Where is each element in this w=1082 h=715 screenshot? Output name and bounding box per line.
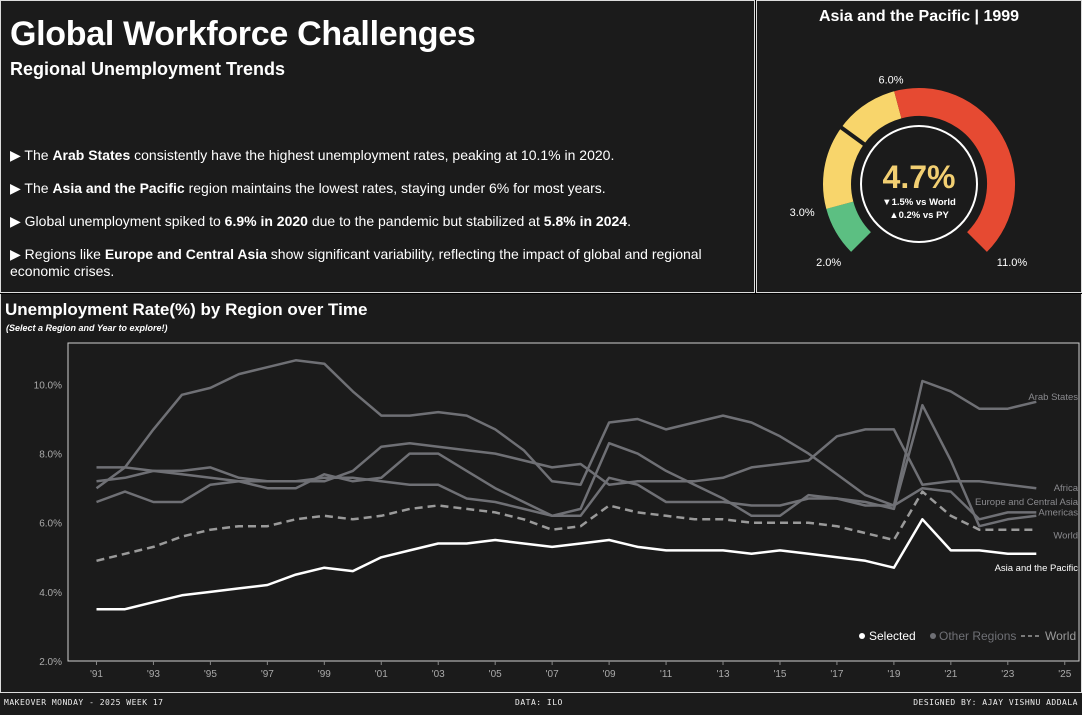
y-tick-label: 6.0%	[39, 519, 62, 530]
gauge-band-low	[826, 201, 872, 252]
insight-highlight: Europe and Central Asia	[104, 246, 267, 262]
insight-highlight: 5.8% in 2024	[543, 213, 628, 229]
x-tick-label: '01	[375, 669, 388, 680]
chart-title: Unemployment Rate(%) by Region over Time	[5, 300, 368, 319]
insight-highlight: 6.9% in 2020	[224, 213, 308, 229]
x-tick-label: '17	[830, 669, 843, 680]
x-tick-label: '13	[716, 669, 729, 680]
gauge-label-mid: 6.0%	[879, 75, 904, 87]
gauge-center-ring	[860, 125, 978, 243]
gauge-title: Asia and the Pacific | 1999	[818, 8, 1020, 25]
footer-credit-event: MAKEOVER MONDAY - 2025 WEEK 17	[4, 698, 164, 707]
insight-item: ▶ The Arab States consistently have the …	[10, 147, 745, 164]
insight-text: show significant variability, reflecting…	[10, 246, 702, 279]
insight-text: The	[24, 147, 53, 163]
y-tick-label: 2.0%	[39, 657, 62, 668]
series-line-americas[interactable]	[96, 469, 1037, 521]
y-tick-label: 10.0%	[34, 380, 62, 391]
gauge-band-mid	[823, 91, 902, 209]
gauge-band-high	[894, 88, 1015, 252]
series-line-arab-states[interactable]	[95, 359, 1037, 507]
legend-world-label: World	[1045, 629, 1076, 643]
insight-item: ▶ The Asia and the Pacific region mainta…	[10, 180, 745, 197]
x-tick-label: '95	[204, 669, 217, 680]
series-label-americas: Americas	[1038, 507, 1078, 518]
y-tick-label: 8.0%	[39, 450, 62, 461]
line-chart[interactable]: 2.0% 4.0% 6.0% 8.0% 10.0% '91 '93 '95 '97 '99 '01 '…	[1, 341, 1081, 694]
gauge-vs-world: ▼1.5% vs World	[882, 197, 956, 208]
gauge-vs-py: ▲0.2% vs PY	[889, 210, 949, 221]
insight-item: ▶ Regions like Europe and Central Asia s…	[10, 246, 745, 280]
gauge-chart[interactable]: 4.7% ▼1.5% vs World ▲0.2% vs PY 2.0% 3.0% 6.0…	[757, 31, 1081, 293]
x-tick-label: '05	[489, 669, 502, 680]
gauge-value-marker	[839, 125, 867, 147]
legend-others-icon	[930, 633, 936, 639]
insight-highlight: Asia and the Pacific	[52, 180, 185, 196]
legend-selected-icon	[859, 633, 865, 639]
series-label-europe-and-central-asia: Europe and Central Asia	[975, 497, 1079, 508]
x-tick-label: '97	[261, 669, 274, 680]
series-label-africa: Africa	[1054, 483, 1079, 494]
x-tick-label: '03	[432, 669, 445, 680]
series-line-africa[interactable]	[96, 428, 1037, 490]
x-tick-label: '21	[944, 669, 957, 680]
x-tick-label: '19	[887, 669, 900, 680]
x-tick-label: '91	[90, 669, 103, 680]
insight-item: ▶ Global unemployment spiked to 6.9% in …	[10, 213, 745, 230]
footer: MAKEOVER MONDAY - 2025 WEEK 17 DATA: ILO…	[0, 692, 1082, 715]
header-panel: Global Workforce Challenges Regional Une…	[0, 0, 755, 293]
x-tick-label: '23	[1001, 669, 1014, 680]
legend-others-label: Other Regions	[939, 629, 1016, 643]
x-tick-label: '15	[773, 669, 786, 680]
triangle-icon: ▶	[10, 213, 21, 229]
page-subtitle: Regional Unemployment Trends	[10, 59, 286, 79]
x-tick-label: '99	[318, 669, 331, 680]
insight-text: Regions like	[24, 246, 105, 262]
series-label-world: World	[1053, 531, 1078, 542]
gauge-label-low: 3.0%	[790, 207, 815, 219]
plot-frame	[67, 342, 1080, 662]
x-tick-label: '09	[603, 669, 616, 680]
insight-highlight: Arab States	[52, 147, 131, 163]
footer-designer: DESIGNED BY: AJAY VISHNU ADDALA	[913, 698, 1078, 707]
triangle-icon: ▶	[10, 147, 21, 163]
gauge-label-min: 2.0%	[816, 257, 841, 269]
chart-panel: Unemployment Rate(%) by Region over Time…	[0, 294, 1082, 694]
gauge-panel: Asia and the Pacific | 1999 4.7% ▼1.5% vs…	[756, 0, 1082, 293]
series-label-arab-states: Arab States	[1028, 392, 1078, 403]
page-title: Global Workforce Challenges	[10, 15, 476, 53]
x-tick-label: '93	[147, 669, 160, 680]
series-label-asia-and-the-pacific: Asia and the Pacific	[995, 563, 1079, 574]
insight-text: consistently have the highest unemployme…	[130, 147, 615, 163]
insight-text: due to the pandemic but stabilized at	[307, 213, 544, 229]
y-tick-label: 4.0%	[39, 588, 62, 599]
x-tick-label: '25	[1058, 669, 1071, 680]
insight-text: Global unemployment spiked to	[24, 213, 225, 229]
triangle-icon: ▶	[10, 180, 21, 196]
x-tick-label: '07	[546, 669, 559, 680]
insight-text: region maintains the lowest rates, stayi…	[184, 180, 606, 196]
chart-subtitle: (Select a Region and Year to explore!)	[6, 323, 168, 333]
triangle-icon: ▶	[10, 246, 21, 262]
legend-selected-label: Selected	[869, 629, 916, 643]
insights-list: ▶ The Arab States consistently have the …	[10, 147, 745, 296]
x-tick-label: '11	[660, 669, 673, 680]
insight-text: The	[24, 180, 53, 196]
footer-data-source: DATA: ILO	[515, 698, 563, 707]
gauge-value: 4.7%	[883, 159, 956, 195]
series-line-asia-and-the-pacific[interactable]	[96, 518, 1037, 611]
gauge-label-max: 11.0%	[997, 257, 1028, 269]
insight-text: .	[627, 213, 631, 229]
series-line-world[interactable]	[96, 490, 1037, 563]
